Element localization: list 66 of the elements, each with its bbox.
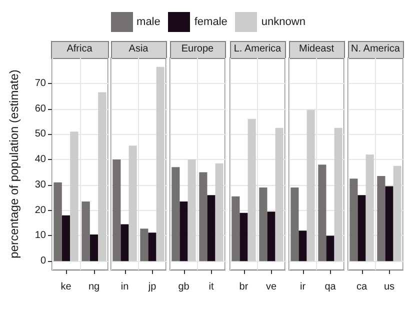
- bar: [112, 160, 121, 262]
- bar: [156, 66, 164, 262]
- x-tick-label: qa: [324, 282, 336, 292]
- bar: [148, 232, 156, 262]
- chart-title: Africa: [66, 44, 93, 54]
- y-tick-label: 70: [34, 78, 46, 89]
- x-tick-label: ng: [88, 282, 100, 292]
- bar: [385, 186, 394, 262]
- chart-title: Asia: [128, 44, 149, 54]
- bar: [290, 187, 299, 262]
- y-tick-label: 0: [40, 256, 46, 267]
- y-tick-label: 10: [34, 230, 46, 242]
- bar: [258, 187, 267, 262]
- y-tick-label: 30: [34, 179, 46, 190]
- bar: [140, 228, 148, 262]
- bar: [98, 92, 106, 262]
- x-tick-label: br: [238, 282, 248, 292]
- bar: [266, 212, 275, 262]
- bar: [188, 160, 196, 262]
- bar: [216, 163, 224, 262]
- chart-title: Europe: [182, 44, 214, 54]
- x-tick-label: jp: [147, 282, 157, 292]
- bar: [120, 224, 129, 262]
- x-tick-label: gb: [178, 282, 190, 292]
- bar: [172, 167, 180, 262]
- bar: [366, 154, 374, 262]
- chart-title: N. America: [351, 44, 401, 54]
- bar: [180, 201, 188, 262]
- bar: [358, 195, 366, 262]
- y-tick-label: 60: [34, 103, 46, 114]
- chart-title: L. America: [233, 44, 282, 54]
- y-tick-label: 50: [34, 128, 46, 140]
- bar: [377, 176, 386, 262]
- x-tick-label: ir: [300, 282, 306, 292]
- bar: [306, 110, 315, 262]
- bar: [247, 118, 256, 262]
- bar: [318, 164, 326, 262]
- x-tick-label: ve: [266, 282, 277, 292]
- bar: [350, 178, 358, 262]
- y-axis-title: percentage of population (estimate): [7, 70, 21, 258]
- bar: [334, 128, 342, 262]
- bar: [239, 212, 248, 262]
- bar: [90, 234, 98, 262]
- bar: [70, 132, 78, 262]
- bar: [54, 182, 62, 262]
- legend-label: unknown: [261, 16, 306, 28]
- bar: [274, 128, 283, 262]
- bar: [231, 196, 240, 262]
- bar: [393, 166, 402, 262]
- bar: [62, 215, 70, 262]
- bar: [199, 172, 208, 262]
- x-tick-label: ca: [356, 282, 368, 292]
- bar: [128, 146, 137, 262]
- y-tick-label: 20: [34, 204, 46, 216]
- x-tick-label: in: [120, 282, 129, 292]
- x-tick-label: it: [209, 282, 214, 292]
- bar: [326, 236, 334, 262]
- bar: [298, 230, 307, 262]
- x-tick-label: us: [384, 282, 395, 292]
- x-tick-label: ke: [60, 282, 72, 292]
- chart-title: Mideast: [298, 44, 334, 54]
- legend-label: male: [136, 16, 160, 28]
- y-tick-label: 40: [34, 154, 46, 166]
- legend-label: female: [194, 16, 228, 28]
- bar: [208, 195, 216, 262]
- bar: [82, 201, 90, 262]
